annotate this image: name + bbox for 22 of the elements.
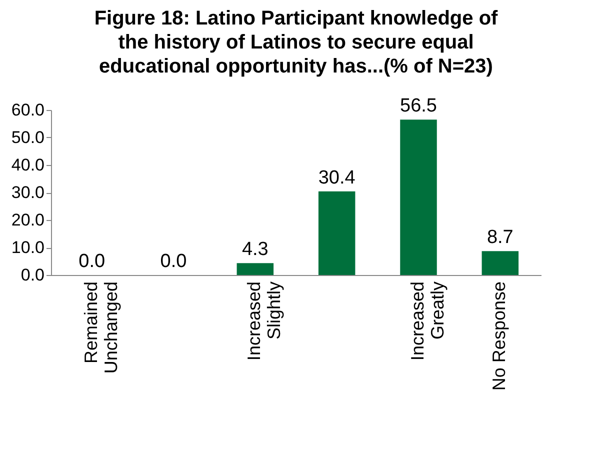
- data-label: 4.3: [242, 239, 268, 260]
- y-tick-label: 60.0: [11, 100, 44, 120]
- bar: [318, 191, 356, 275]
- y-tick-label: 0.0: [20, 266, 44, 284]
- data-label: 0.0: [160, 251, 187, 272]
- bar: [400, 120, 437, 275]
- data-label: 0.0: [78, 251, 106, 272]
- x-tick-label: No Response: [489, 282, 510, 391]
- bar: [236, 263, 274, 275]
- data-label: 30.4: [318, 167, 356, 188]
- bar: [482, 251, 519, 275]
- x-tick-label: Increased Greatly: [408, 282, 448, 361]
- y-tick-label: 10.0: [11, 238, 44, 257]
- chart-title: Figure 18: Latino Participant knowledge of the history of Latinos to secure equal educational opportunity has...(% of N=23): [94, 8, 498, 78]
- y-tick-label: 50.0: [11, 128, 44, 147]
- y-tick-label: 20.0: [11, 210, 44, 230]
- data-label: 8.7: [486, 227, 514, 248]
- y-tick-label: 40.0: [11, 156, 44, 174]
- data-label: 56.5: [400, 96, 437, 117]
- x-tick-label: Increased Slightly: [244, 282, 284, 361]
- y-tick-label: 30.0: [11, 183, 44, 202]
- x-tick-label: Remained Unchanged: [80, 282, 121, 374]
